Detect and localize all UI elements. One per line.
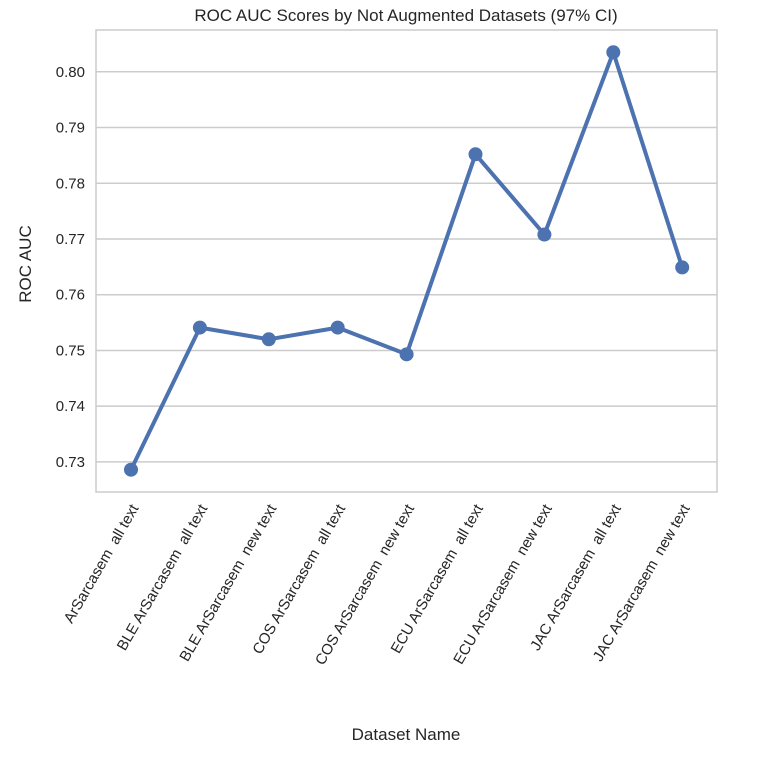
chart-title: ROC AUC Scores by Not Augmented Datasets… xyxy=(194,6,617,25)
y-tick-label: 0.77 xyxy=(56,231,85,248)
y-tick-label: 0.80 xyxy=(56,64,85,81)
plot-frame xyxy=(95,29,718,493)
data-point xyxy=(399,347,414,362)
y-gridlines xyxy=(96,71,717,463)
data-point xyxy=(537,227,552,242)
data-point xyxy=(606,45,621,60)
data-point xyxy=(124,462,138,477)
y-tick-label: 0.79 xyxy=(56,120,85,137)
y-tick-label: 0.74 xyxy=(56,398,85,415)
data-point xyxy=(330,320,345,335)
roc-auc-series xyxy=(124,45,690,477)
y-tick-label: 0.76 xyxy=(56,287,85,304)
x-tick-label: ArSarcasem all text xyxy=(61,501,143,626)
series-line xyxy=(129,50,685,472)
y-axis-title: ROC AUC xyxy=(16,225,35,302)
data-point xyxy=(675,260,690,275)
y-tick-labels: 0.73 0.74 0.75 0.76 0.77 0.78 0.79 0.80 xyxy=(56,64,85,471)
y-tick-label: 0.75 xyxy=(56,342,85,359)
x-axis-title: Dataset Name xyxy=(352,725,461,744)
data-point xyxy=(192,320,207,335)
data-point xyxy=(261,332,276,347)
data-point xyxy=(468,147,483,162)
y-tick-label: 0.78 xyxy=(56,175,85,192)
y-tick-label: 0.73 xyxy=(56,454,85,471)
